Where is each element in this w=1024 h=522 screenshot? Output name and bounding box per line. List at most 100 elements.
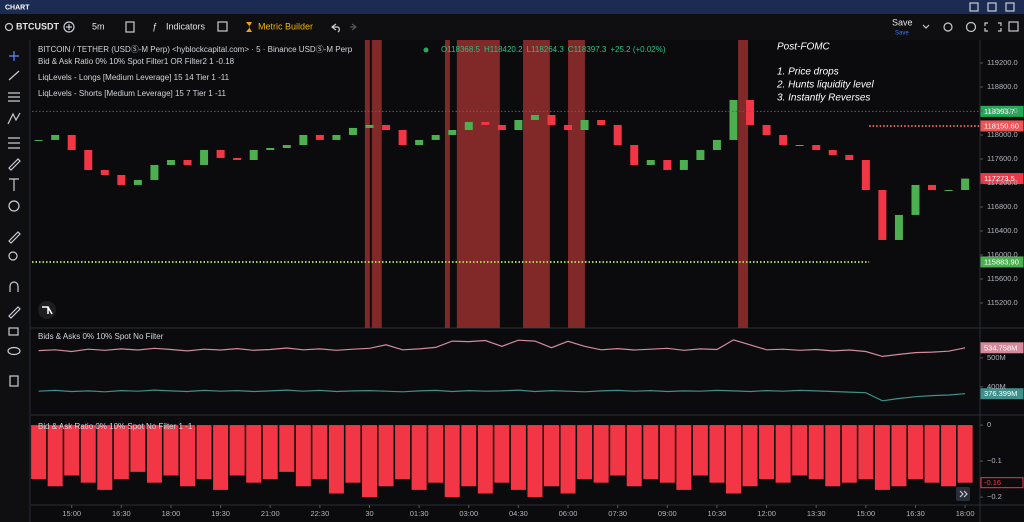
snapshot[interactable] xyxy=(1008,21,1019,32)
candle xyxy=(646,160,655,165)
signal-band xyxy=(364,40,370,328)
candle xyxy=(431,134,440,140)
candle xyxy=(911,184,920,215)
candle xyxy=(779,134,788,145)
candle xyxy=(299,134,308,145)
candle xyxy=(282,145,291,148)
crosshair-tool[interactable] xyxy=(9,51,19,61)
bar xyxy=(295,425,311,487)
x-tick-label: 13:30 xyxy=(807,509,826,518)
measure-tool[interactable] xyxy=(8,231,21,244)
bar xyxy=(444,425,460,498)
brush-tool[interactable] xyxy=(8,158,21,171)
search-icon[interactable] xyxy=(4,22,14,32)
bar xyxy=(626,425,642,487)
bar xyxy=(31,425,47,480)
logo[interactable] xyxy=(38,301,56,319)
y-tick-label: 115200.0 xyxy=(987,298,1018,307)
y-tick-label: 118400.0 xyxy=(987,106,1018,115)
save-button[interactable]: Save xyxy=(892,17,913,27)
annotation-line: 2. Hunts liquidity level xyxy=(776,80,874,91)
bar xyxy=(742,425,758,487)
x-tick-label: 12:00 xyxy=(757,509,776,518)
price-label: 118150.60 xyxy=(984,121,1019,130)
save-status: Save xyxy=(895,31,909,37)
series-line xyxy=(38,389,966,402)
x-tick-label: 01:30 xyxy=(410,509,429,518)
candle xyxy=(696,149,705,160)
icon-tool[interactable] xyxy=(8,200,20,212)
y-tick-label: −0.2 xyxy=(987,492,1002,501)
market-status xyxy=(423,47,429,53)
forecast-tool[interactable] xyxy=(8,137,20,149)
fullscreen[interactable] xyxy=(984,22,1002,32)
redo[interactable] xyxy=(350,23,357,31)
quick-search[interactable] xyxy=(943,22,953,32)
window-button[interactable] xyxy=(987,2,997,12)
toolbar xyxy=(0,14,1024,40)
candle xyxy=(514,119,523,130)
symbol[interactable]: BTCUSDT xyxy=(16,21,59,31)
magnet-tool[interactable] xyxy=(9,281,19,292)
candle xyxy=(944,190,953,191)
window-button[interactable] xyxy=(969,2,979,12)
save-menu[interactable] xyxy=(922,24,930,29)
candle xyxy=(133,179,142,185)
annotation-title: Post-FOMC xyxy=(777,42,831,53)
pattern-tool[interactable] xyxy=(7,112,21,125)
lock-tool[interactable] xyxy=(8,327,19,336)
candle xyxy=(497,124,506,130)
window-title: CHART xyxy=(5,4,30,11)
price-label: 117273.5 xyxy=(984,174,1015,183)
bar xyxy=(610,425,626,476)
add-symbol[interactable] xyxy=(63,21,75,33)
visibility-tool[interactable] xyxy=(7,346,21,356)
bar xyxy=(345,425,361,483)
bar xyxy=(659,425,675,483)
delete-tool[interactable] xyxy=(9,375,19,387)
zoom-tool[interactable] xyxy=(8,251,18,261)
bar xyxy=(279,425,295,472)
metric-builder-button[interactable]: Metric Builder xyxy=(258,21,313,31)
bar xyxy=(907,425,923,480)
candle xyxy=(315,134,324,140)
stay-drawing[interactable] xyxy=(8,306,21,319)
scroll-icon xyxy=(959,490,968,498)
indicators-button[interactable]: Indicators xyxy=(166,21,206,31)
trend-line-tool[interactable] xyxy=(8,70,20,81)
text-tool[interactable] xyxy=(9,178,19,191)
candle xyxy=(150,164,159,180)
candle xyxy=(100,169,109,175)
x-tick-label: 18:00 xyxy=(956,509,975,518)
bar xyxy=(543,425,559,487)
x-tick-label: 19:30 xyxy=(211,509,230,518)
candle xyxy=(34,139,43,141)
bar xyxy=(411,425,427,490)
bar xyxy=(643,425,659,480)
candle xyxy=(630,145,639,165)
bar xyxy=(808,425,824,480)
window-button[interactable] xyxy=(1005,2,1015,12)
x-tick-label: 15:00 xyxy=(856,509,875,518)
x-tick-label: 15:00 xyxy=(62,509,81,518)
bar xyxy=(328,425,344,494)
candle xyxy=(878,190,887,240)
layout-icon[interactable] xyxy=(217,21,228,32)
fib-tool[interactable] xyxy=(8,92,20,102)
bar xyxy=(858,425,874,480)
price-label: 118393.7 xyxy=(984,107,1015,116)
x-tick-label: 18:00 xyxy=(162,509,181,518)
interval[interactable]: 5m xyxy=(92,21,105,31)
symbol-legend: BITCOIN / TETHER (USDⓈ-M Perp) <hyblockc… xyxy=(38,45,353,54)
chart-type-icon[interactable] xyxy=(125,21,135,33)
candle xyxy=(712,139,721,150)
ohlc-value: O118368.5 xyxy=(441,45,481,54)
ohlc-value: L118264.3 xyxy=(527,45,565,54)
x-tick-label: 16:30 xyxy=(906,509,925,518)
signal-band xyxy=(371,40,382,328)
settings[interactable] xyxy=(965,21,977,33)
signal-band xyxy=(523,40,550,328)
ohlc-value: C118397.3 xyxy=(568,45,607,54)
undo[interactable] xyxy=(331,23,340,33)
bar xyxy=(577,425,593,480)
